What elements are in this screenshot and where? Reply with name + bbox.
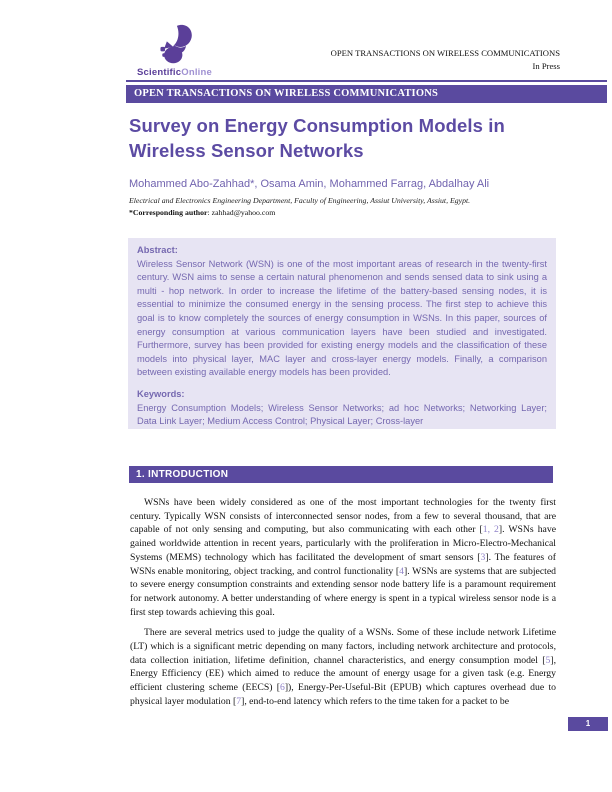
journal-banner: OPEN TRANSACTIONS ON WIRELESS COMMUNICAT… — [126, 85, 607, 103]
header-divider — [126, 80, 607, 82]
publisher-wordmark-bold: Scientific — [137, 67, 182, 78]
intro-paragraph-2: There are several metrics used to judge … — [130, 626, 556, 708]
journal-reference: OPEN TRANSACTIONS ON WIRELESS COMMUNICAT… — [331, 47, 560, 73]
abstract-box: Abstract: Wireless Sensor Network (WSN) … — [128, 238, 556, 429]
intro-paragraph-1: WSNs have been widely considered as one … — [130, 496, 556, 619]
body-text-segment: WSNs have been widely considered as one … — [130, 497, 556, 536]
introduction-body: WSNs have been widely considered as one … — [130, 496, 556, 716]
body-text-segment: ]. WSNs have gained worldwide attention … — [130, 524, 557, 563]
abstract-heading: Abstract: — [137, 245, 178, 255]
publisher-logo: ScientificOnline — [137, 24, 247, 78]
section-heading-introduction: 1. INTRODUCTION — [129, 466, 553, 483]
in-press-status: In Press — [532, 61, 560, 71]
citation-link[interactable]: 3 — [480, 551, 486, 563]
corresponding-author-line: *Corresponding author: zahhad@yahoo.com — [129, 208, 574, 217]
paper-title: Survey on Energy Consumption Models in W… — [129, 115, 505, 161]
citation-link[interactable]: 1, 2 — [482, 524, 499, 536]
author-list: Mohammed Abo-Zahhad*, Osama Amin, Mohamm… — [129, 178, 490, 190]
abstract-text: Wireless Sensor Network (WSN) is one of … — [137, 258, 547, 378]
citation-link[interactable]: 7 — [236, 695, 242, 707]
body-text-segment: ], end-to-end latency which refers to th… — [241, 695, 510, 707]
body-text-segment: ]. The features of WSNs enable monitorin… — [130, 551, 556, 577]
body-text-segment: ]), Energy-Per-Useful-Bit (EPUB) which c… — [130, 682, 556, 707]
citation-link[interactable]: 5 — [545, 654, 551, 666]
publisher-wordmark: ScientificOnline — [137, 67, 247, 78]
corresponding-author-email[interactable]: : zahhad@yahoo.com — [207, 208, 276, 217]
citation-link[interactable]: 4 — [399, 565, 404, 577]
author-affiliation: Electrical and Electronics Engineering D… — [129, 196, 471, 205]
keywords-heading: Keywords: — [137, 388, 185, 399]
body-text-segment: There are several metrics used to judge … — [130, 627, 556, 666]
journal-name-header: OPEN TRANSACTIONS ON WIRELESS COMMUNICAT… — [330, 48, 560, 58]
citation-link[interactable]: 6 — [279, 682, 285, 694]
squirrel-icon — [160, 24, 192, 64]
body-text-segment: ], Energy Efficiency (EE) which aimed to… — [130, 654, 556, 694]
body-text-segment: ]. WSNs are systems that are subjected t… — [130, 565, 556, 618]
keywords-text: Energy Consumption Models; Wireless Sens… — [137, 402, 547, 427]
page-number-badge: 1 — [568, 717, 608, 731]
corresponding-author-label: *Corresponding author — [129, 208, 208, 217]
publisher-wordmark-light: Online — [181, 67, 213, 78]
